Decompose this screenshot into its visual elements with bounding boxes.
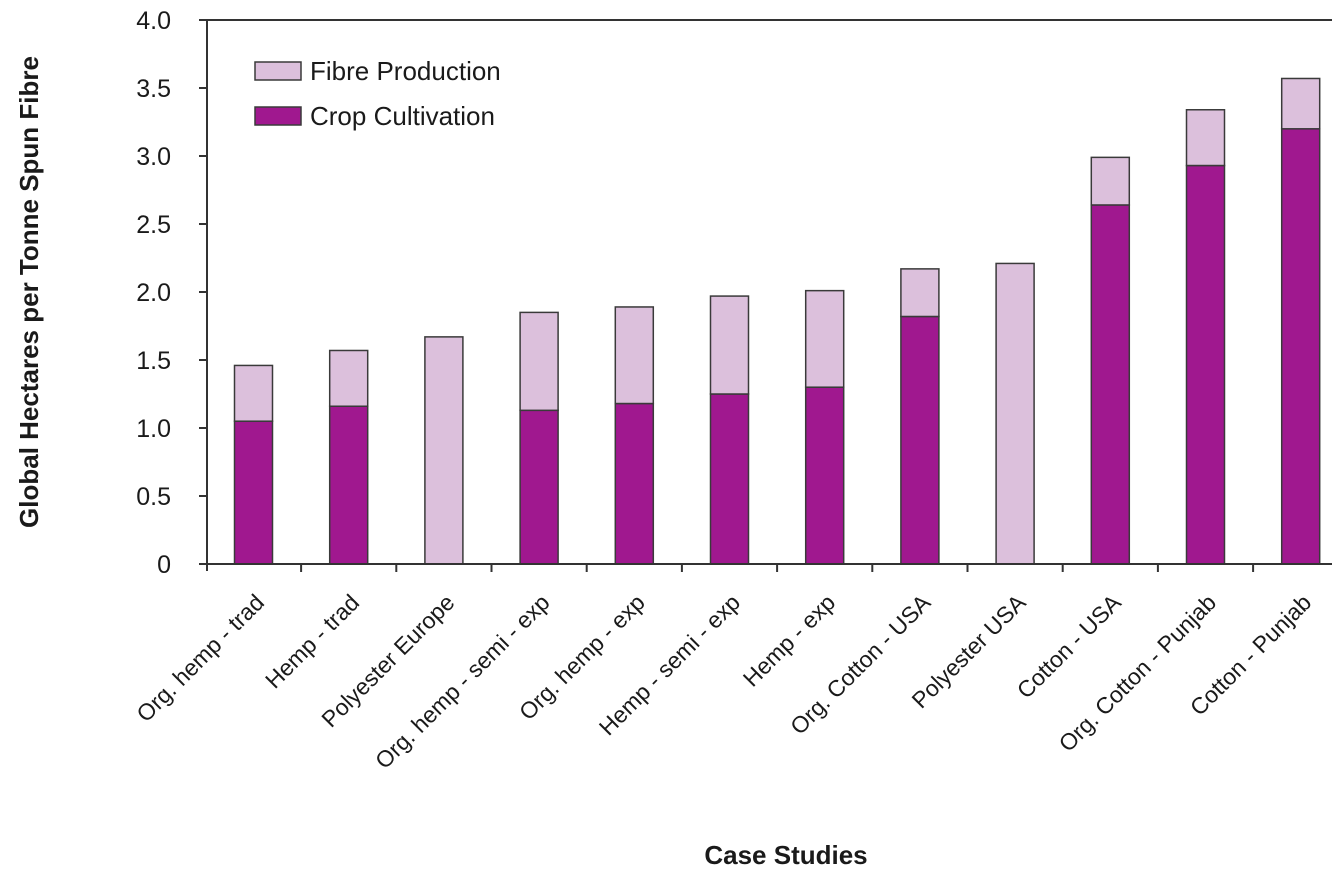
legend-swatch — [254, 61, 302, 81]
bar-fibre-production-8 — [995, 262, 1035, 565]
x-tick-label: Hemp - trad — [260, 589, 364, 693]
y-tick-label: 4.0 — [136, 7, 171, 35]
y-tick-label: 3.0 — [136, 143, 171, 171]
y-tick-label: 2.5 — [136, 211, 171, 239]
bars — [233, 77, 1321, 565]
bar-crop-cultivation-0 — [233, 420, 274, 565]
bar-crop-cultivation-6 — [804, 386, 845, 565]
bar-fibre-production-6 — [804, 289, 845, 388]
legend: Fibre Production Crop Cultivation — [254, 56, 501, 131]
bar-fibre-production-5 — [709, 295, 750, 395]
y-tick-label: 0.5 — [136, 483, 171, 511]
bar-crop-cultivation-4 — [614, 402, 655, 565]
bar-crop-cultivation-10 — [1185, 164, 1226, 565]
x-axis-ticks — [300, 564, 1255, 572]
bar-crop-cultivation-5 — [709, 393, 750, 565]
x-axis-title: Case Studies — [704, 840, 867, 870]
legend-label: Crop Cultivation — [310, 101, 495, 131]
y-tick-label: 0 — [157, 551, 171, 579]
y-tick-label: 1.0 — [136, 415, 171, 443]
bar-crop-cultivation-1 — [328, 405, 369, 565]
y-tick-label: 1.5 — [136, 347, 171, 375]
x-tick-label: Org. Cotton - Punjab — [1053, 589, 1221, 757]
bar-fibre-production-0 — [233, 364, 274, 422]
legend-label: Fibre Production — [310, 56, 501, 86]
bar-crop-cultivation-7 — [900, 315, 940, 565]
bar-fibre-production-11 — [1280, 77, 1321, 130]
y-axis-title: Global Hectares per Tonne Spun Fibre — [14, 56, 44, 528]
bar-fibre-production-4 — [614, 306, 655, 405]
x-tick-label: Org. hemp - semi - exp — [370, 589, 555, 774]
bar-fibre-production-2 — [424, 336, 464, 565]
bar-fibre-production-9 — [1090, 156, 1131, 206]
bar-fibre-production-1 — [328, 349, 369, 407]
legend-swatch — [254, 106, 302, 126]
x-tick-label: Org. hemp - trad — [131, 589, 269, 727]
bar-fibre-production-3 — [519, 311, 559, 412]
bar-crop-cultivation-3 — [519, 409, 559, 565]
x-tick-label: Hemp - exp — [738, 589, 840, 691]
bar-fibre-production-10 — [1185, 109, 1226, 167]
bar-crop-cultivation-11 — [1280, 128, 1321, 565]
bar-fibre-production-7 — [900, 268, 940, 318]
y-tick-label: 2.0 — [136, 279, 171, 307]
y-tick-label: 3.5 — [136, 75, 171, 103]
y-axis-ticks: 0 0.5 1.0 1.5 2.0 2.5 3.0 3.5 4.0 — [136, 7, 207, 579]
bar-crop-cultivation-9 — [1090, 204, 1131, 565]
